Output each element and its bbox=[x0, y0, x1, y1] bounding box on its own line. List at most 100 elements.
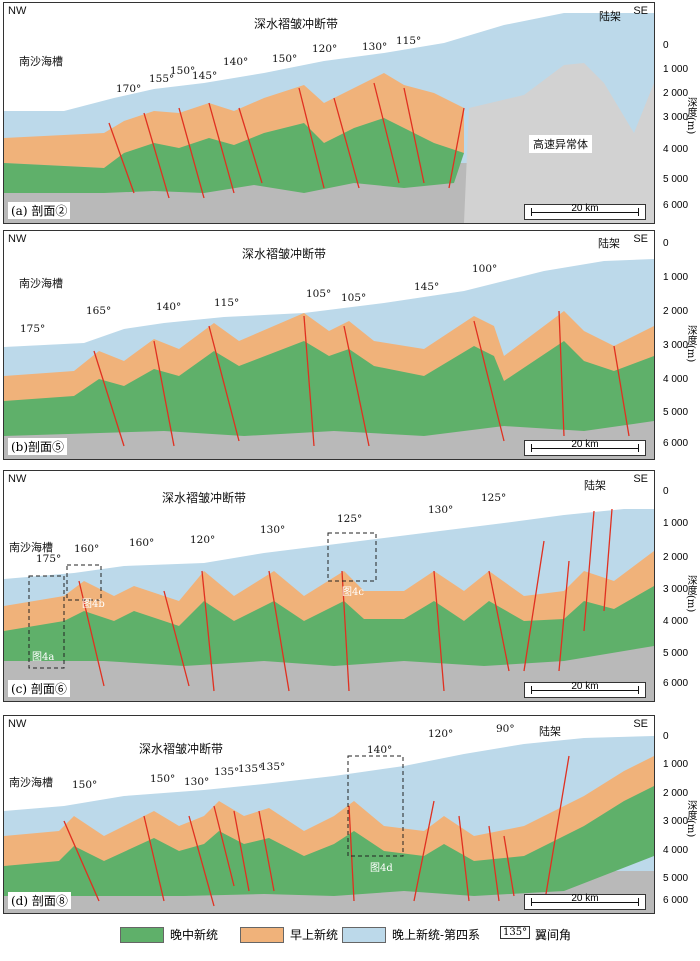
fold-angle: 120° bbox=[190, 534, 216, 546]
depth-tick: 6 000 bbox=[663, 895, 689, 906]
se-label: SE bbox=[633, 233, 648, 245]
fault-lines bbox=[78, 508, 613, 692]
scale-bar: 20 km bbox=[524, 203, 646, 220]
fold-angle: 125° bbox=[481, 492, 507, 504]
section-caption: (d) 剖面⑧ bbox=[8, 892, 71, 909]
depth-tick: 1 000 bbox=[663, 272, 689, 283]
depth-axis-d: 0 1 000 2 000 3 000 4 000 5 000 6 000 深度… bbox=[655, 715, 700, 912]
miocene-layer bbox=[4, 586, 654, 666]
shelf-label: 陆架 bbox=[584, 479, 606, 492]
fold-angle: 165° bbox=[86, 305, 112, 317]
fold-angle: 150° bbox=[272, 53, 298, 65]
fold-angle: 150° bbox=[170, 65, 196, 77]
fold-angle: 115° bbox=[214, 297, 240, 309]
scale-bar: 20 km bbox=[524, 681, 646, 698]
miocene-layer bbox=[4, 786, 654, 896]
fold-angle: 155° bbox=[149, 73, 175, 85]
depth-tick: 3 000 bbox=[663, 584, 689, 595]
section-panel-a: NW SE 深水褶皱冲断带 南沙海槽 陆架 高速异常体 170° 155° 15… bbox=[3, 2, 655, 224]
fold-angle: 115° bbox=[396, 35, 422, 47]
depth-tick: 0 bbox=[663, 731, 669, 742]
detail-boxes bbox=[347, 755, 404, 857]
section-d-plot bbox=[4, 716, 654, 913]
miocene-layer bbox=[4, 118, 464, 193]
nw-label: NW bbox=[8, 473, 27, 485]
fault-lines bbox=[93, 310, 630, 447]
section-panel-c: NW SE 深水褶皱冲断带 南沙海槽 陆架 175° 160° 160° 120… bbox=[3, 470, 655, 702]
fold-angle: 175° bbox=[36, 553, 62, 565]
fold-angle: 120° bbox=[312, 43, 338, 55]
depth-axis-title: 深度(m) bbox=[685, 97, 696, 135]
depth-tick: 0 bbox=[663, 486, 669, 497]
fold-angle: 135° bbox=[214, 766, 240, 778]
depth-tick: 2 000 bbox=[663, 788, 689, 799]
legend-swatch-pliocene bbox=[240, 927, 284, 943]
trough-label: 南沙海槽 bbox=[9, 776, 53, 789]
depth-tick: 4 000 bbox=[663, 616, 689, 627]
legend: 晚中新统 早上新统 晚上新统-第四系 135° 翼间角 bbox=[0, 915, 700, 955]
fold-angle: 140° bbox=[367, 744, 393, 756]
depth-tick: 4 000 bbox=[663, 144, 689, 155]
angle-symbol-label: 翼间角 bbox=[535, 928, 572, 942]
nw-label: NW bbox=[8, 233, 27, 245]
fold-angle: 105° bbox=[306, 288, 332, 300]
depth-tick: 5 000 bbox=[663, 648, 689, 659]
fold-angle: 140° bbox=[156, 301, 182, 313]
fold-angle: 145° bbox=[192, 70, 218, 82]
depth-axis-title: 深度(m) bbox=[685, 575, 696, 613]
depth-tick: 4 000 bbox=[663, 845, 689, 856]
trough-label: 南沙海槽 bbox=[9, 541, 53, 554]
depth-tick: 2 000 bbox=[663, 552, 689, 563]
fold-angle: 90° bbox=[496, 723, 515, 735]
depth-axis-title: 深度(m) bbox=[685, 325, 696, 363]
depth-tick: 2 000 bbox=[663, 306, 689, 317]
trough-label: 南沙海槽 bbox=[19, 277, 63, 290]
section-a-plot bbox=[4, 3, 654, 223]
depth-tick: 3 000 bbox=[663, 112, 689, 123]
depth-tick: 3 000 bbox=[663, 816, 689, 827]
detail-box-label: 图4b bbox=[82, 599, 105, 610]
depth-axis-title: 深度(m) bbox=[685, 800, 696, 838]
section-caption: (a) 剖面② bbox=[8, 202, 71, 219]
detail-box-label: 图4a bbox=[32, 652, 55, 663]
depth-tick: 6 000 bbox=[663, 438, 689, 449]
scale-text: 20 km bbox=[571, 439, 599, 450]
depth-tick: 1 000 bbox=[663, 518, 689, 529]
fault-lines bbox=[63, 755, 570, 907]
detail-box-label: 图4c bbox=[342, 587, 364, 598]
nw-label: NW bbox=[8, 718, 27, 730]
nw-label: NW bbox=[8, 5, 27, 17]
depth-tick: 5 000 bbox=[663, 174, 689, 185]
depth-axis-a: 0 1 000 2 000 3 000 4 000 5 000 6 000 深度… bbox=[655, 2, 700, 222]
fold-angle: 100° bbox=[472, 263, 498, 275]
shelf-label: 陆架 bbox=[599, 10, 621, 23]
depth-tick: 0 bbox=[663, 40, 669, 51]
depth-tick: 5 000 bbox=[663, 407, 689, 418]
fold-angle: 140° bbox=[223, 56, 249, 68]
high-velocity-label: 高速异常体 bbox=[529, 135, 592, 153]
detail-box-label: 图4d bbox=[370, 863, 393, 874]
fold-angle: 135° bbox=[238, 763, 264, 775]
legend-label: 晚中新统 bbox=[170, 928, 219, 942]
fold-angle: 150° bbox=[150, 773, 176, 785]
fold-angle: 145° bbox=[414, 281, 440, 293]
section-c-plot bbox=[4, 471, 654, 701]
zone-title: 深水褶皱冲断带 bbox=[242, 247, 327, 261]
depth-tick: 3 000 bbox=[663, 340, 689, 351]
trough-label: 南沙海槽 bbox=[19, 55, 63, 68]
depth-tick: 1 000 bbox=[663, 64, 689, 75]
shelf-label: 陆架 bbox=[598, 237, 620, 250]
section-caption: (b)剖面⑤ bbox=[8, 438, 68, 455]
scale-bar: 20 km bbox=[524, 893, 646, 910]
legend-swatch-quaternary bbox=[342, 927, 386, 943]
se-label: SE bbox=[633, 5, 648, 17]
fault-lines bbox=[108, 82, 465, 199]
fold-angle: 160° bbox=[74, 543, 100, 555]
fold-angle: 105° bbox=[341, 292, 367, 304]
miocene-layer bbox=[4, 341, 654, 436]
fold-angle: 130° bbox=[428, 504, 454, 516]
fold-angle: 135° bbox=[260, 761, 286, 773]
scale-text: 20 km bbox=[571, 893, 599, 904]
fold-angle: 150° bbox=[72, 779, 98, 791]
section-caption: (c) 剖面⑥ bbox=[8, 680, 70, 697]
